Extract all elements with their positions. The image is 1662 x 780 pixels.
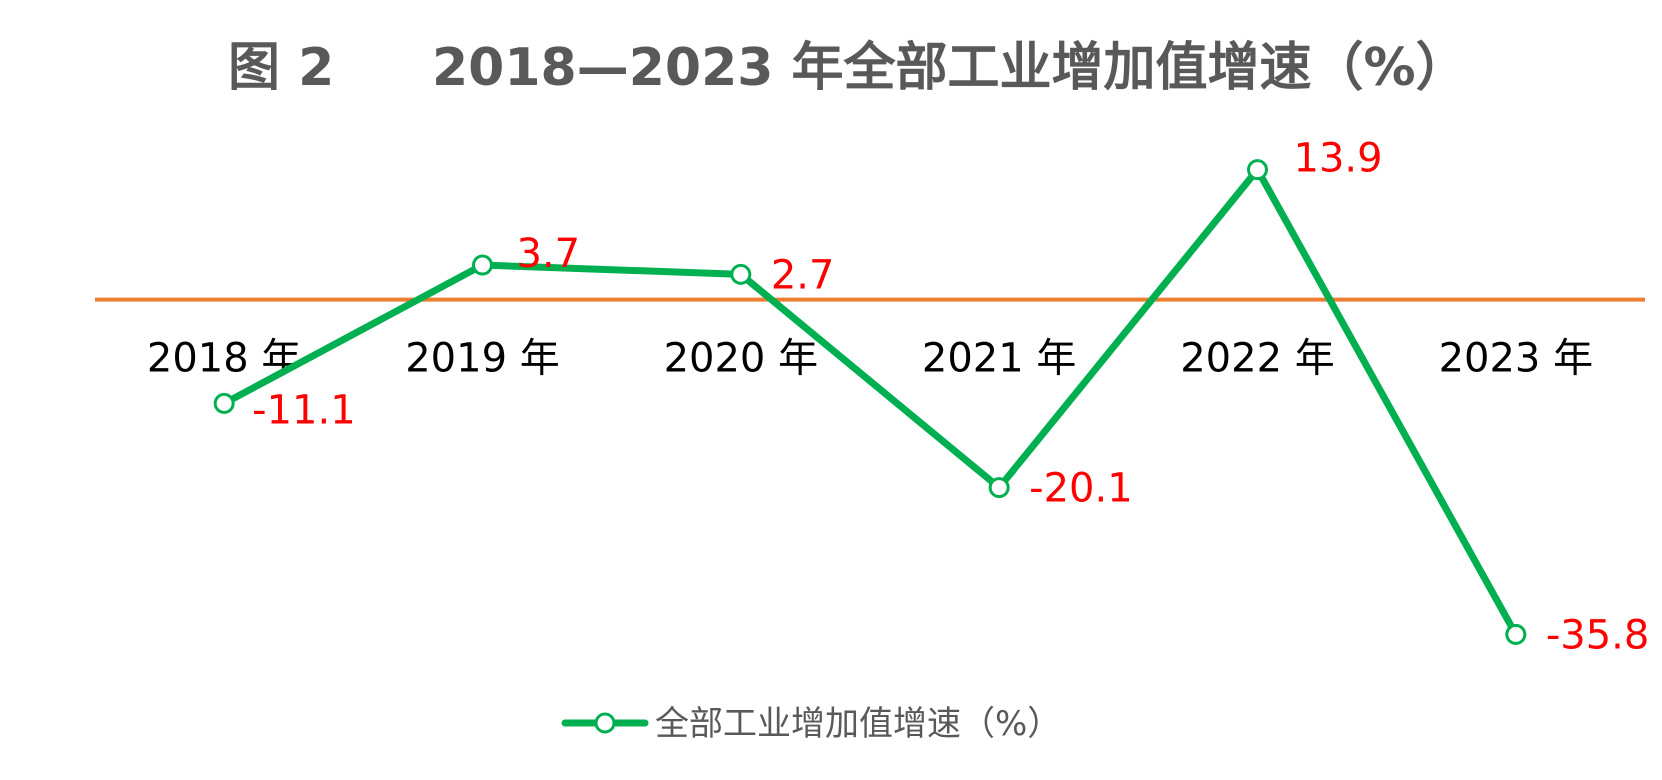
title-text: 2018—2023 年全部工业增加值增速（%） bbox=[432, 38, 1468, 98]
legend: 全部工业增加值增速（%） bbox=[561, 704, 1061, 744]
category-label: 2023 年 bbox=[1439, 336, 1594, 382]
data-label: -11.1 bbox=[252, 387, 356, 433]
data-points bbox=[213, 159, 1527, 645]
data-labels: -11.1 3.7 2.7 -20.1 13.9 -35.8 bbox=[252, 136, 1649, 659]
figure-number: 图 2 bbox=[228, 38, 335, 98]
category-label: 2021 年 bbox=[922, 336, 1077, 382]
data-point bbox=[988, 477, 1010, 499]
data-point bbox=[1505, 623, 1527, 645]
chart-title: 图 2 2018—2023 年全部工业增加值增速（%） bbox=[0, 28, 1662, 108]
series-line-layer bbox=[220, 166, 1520, 638]
data-point bbox=[213, 392, 235, 414]
data-label: 2.7 bbox=[771, 252, 835, 298]
data-point bbox=[730, 263, 752, 285]
data-label: 3.7 bbox=[517, 231, 581, 277]
data-label: -20.1 bbox=[1029, 466, 1133, 512]
category-labels: 2018 年 2019 年 2020 年 2021 年 2022 年 2023 年 bbox=[147, 336, 1593, 382]
data-point bbox=[1247, 159, 1268, 181]
legend-marker bbox=[594, 712, 616, 734]
category-label: 2020 年 bbox=[664, 336, 819, 382]
legend-label: 全部工业增加值增速（%） bbox=[655, 704, 1061, 744]
category-label: 2022 年 bbox=[1180, 336, 1335, 382]
data-point bbox=[472, 254, 493, 276]
category-label: 2019 年 bbox=[405, 336, 560, 382]
series-line bbox=[220, 166, 1520, 638]
data-label: -35.8 bbox=[1546, 612, 1650, 658]
data-label: 13.9 bbox=[1294, 136, 1383, 182]
